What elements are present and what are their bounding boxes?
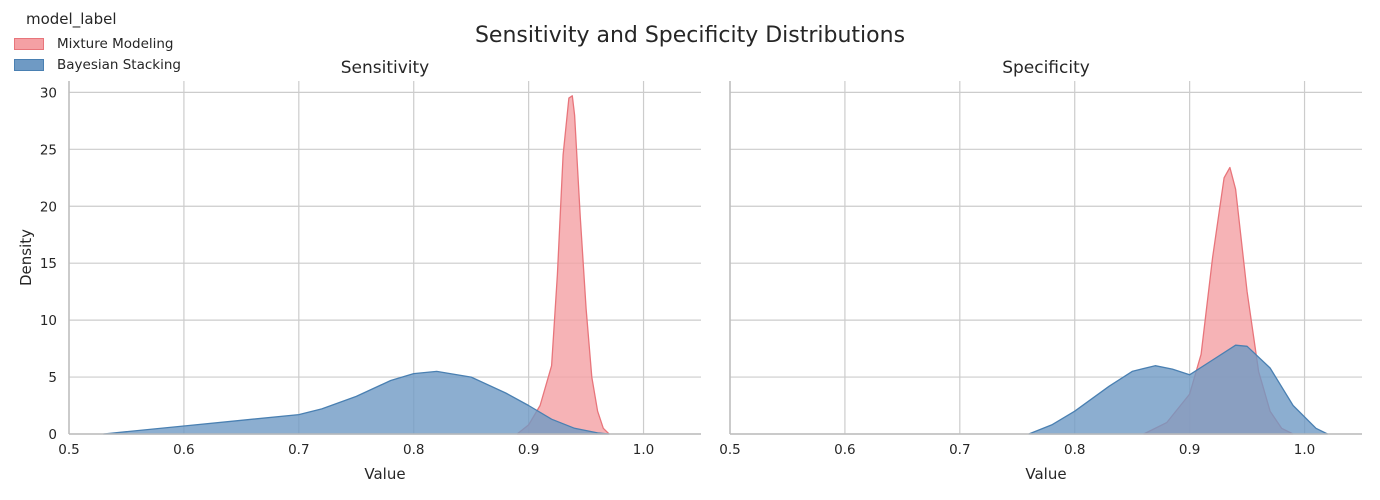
y-tick-label: 20 <box>40 199 57 215</box>
panel-sensitivity: 0.5 0.6 0.7 0.8 0.9 1.0 0 5 10 15 20 25 30 Sensitivit… <box>17 58 701 483</box>
y-tick-label: 5 <box>48 370 57 386</box>
legend-item-bayesian-stacking: Bayesian Stacking <box>14 54 181 75</box>
x-axis-label: Value <box>364 465 405 483</box>
legend-title: model_label <box>26 10 117 28</box>
x-tick-label: 0.7 <box>288 442 309 458</box>
x-tick-label: 1.0 <box>633 442 654 458</box>
y-tick-label: 0 <box>48 427 57 443</box>
x-tick-label: 0.5 <box>719 442 740 458</box>
density-area-bayesian-stacking <box>102 370 610 435</box>
y-tick-label: 15 <box>40 256 57 272</box>
density-area-bayesian-stacking <box>1028 344 1329 435</box>
y-axis-label: Density <box>17 229 35 286</box>
x-tick-label: 0.9 <box>1179 442 1200 458</box>
y-tick-label: 30 <box>40 85 57 101</box>
legend-item-mixture-modeling: Mixture Modeling <box>14 33 181 54</box>
panel-specificity: 0.5 0.6 0.7 0.8 0.9 1.0 Specificity Value <box>719 58 1362 483</box>
x-tick-label: 1.0 <box>1294 442 1315 458</box>
x-tick-label: 0.5 <box>58 442 79 458</box>
x-axis-label: Value <box>1025 465 1066 483</box>
x-tick-label: 0.6 <box>834 442 855 458</box>
y-tick-label: 25 <box>40 142 57 158</box>
panel-title: Specificity <box>1002 58 1090 78</box>
density-area-mixture-modeling <box>516 95 610 435</box>
x-tick-label: 0.6 <box>173 442 194 458</box>
x-tick-label: 0.8 <box>1064 442 1085 458</box>
legend-label: Bayesian Stacking <box>57 56 181 73</box>
panel-title: Sensitivity <box>341 58 430 78</box>
y-tick-label: 10 <box>40 313 57 329</box>
legend-swatch-bayesian-stacking <box>14 58 44 71</box>
legend-label: Mixture Modeling <box>57 35 174 52</box>
legend-swatch-mixture-modeling <box>14 37 44 50</box>
x-tick-label: 0.9 <box>518 442 539 458</box>
x-tick-label: 0.7 <box>949 442 970 458</box>
legend: model_label Mixture Modeling Bayesian St… <box>14 10 181 75</box>
x-tick-label: 0.8 <box>403 442 424 458</box>
figure-title: Sensitivity and Specificity Distribution… <box>475 23 905 48</box>
